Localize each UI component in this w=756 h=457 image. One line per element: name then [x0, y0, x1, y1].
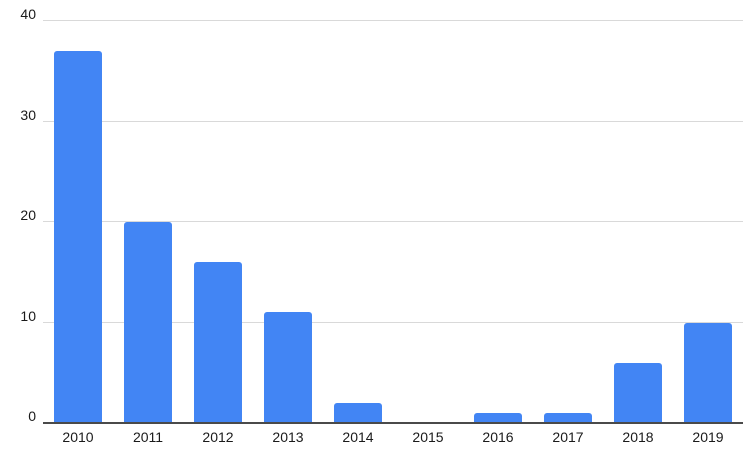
y-axis-labels: 0 10 20 30 40 [0, 7, 36, 424]
bars-row [43, 21, 743, 423]
bar-slot-2019 [673, 21, 743, 423]
gridline-20 [43, 221, 743, 222]
bar-2012 [194, 262, 242, 423]
x-tick-label-2018: 2018 [622, 429, 654, 445]
bar-2019 [684, 322, 732, 423]
x-tick-label-2014: 2014 [342, 429, 374, 445]
y-tick-label-0: 0 [28, 408, 36, 424]
bar-2011 [124, 222, 172, 423]
bar-2017 [544, 412, 592, 423]
x-tick-label-2012: 2012 [202, 429, 234, 445]
x-tick-label-2016: 2016 [482, 429, 514, 445]
bar-slot-2017 [533, 21, 603, 423]
bar-slot-2015 [393, 21, 463, 423]
bar-slot-2016 [463, 21, 533, 423]
bar-slot-2012 [183, 21, 253, 423]
x-tick-label-2019: 2019 [692, 429, 724, 445]
x-axis-line [43, 422, 743, 424]
x-axis-labels: 2010 2011 2012 2013 2014 2015 2016 2017 2018 2019 [43, 429, 743, 445]
x-tick-label-2015: 2015 [412, 429, 444, 445]
bar-2016 [474, 412, 522, 423]
bar-2013 [264, 312, 312, 423]
bar-slot-2014 [323, 21, 393, 423]
plot-area [43, 20, 743, 424]
bar-slot-2011 [113, 21, 183, 423]
bar-2010 [54, 51, 102, 423]
y-tick-label-40: 40 [20, 6, 36, 22]
y-tick-label-10: 10 [20, 307, 36, 324]
x-tick-label-2010: 2010 [62, 429, 94, 445]
bar-2018 [614, 362, 662, 423]
y-tick-label-30: 30 [20, 106, 36, 123]
gridline-40 [43, 20, 743, 21]
bar-2014 [334, 402, 382, 423]
bar-slot-2010 [43, 21, 113, 423]
bar-slot-2018 [603, 21, 673, 423]
x-tick-label-2017: 2017 [552, 429, 584, 445]
y-tick-label-20: 20 [20, 207, 36, 223]
gridline-30 [43, 120, 743, 122]
gridline-10 [43, 321, 743, 323]
x-tick-label-2011: 2011 [132, 429, 164, 445]
bar-slot-2013 [253, 21, 323, 423]
x-tick-label-2013: 2013 [272, 429, 304, 445]
